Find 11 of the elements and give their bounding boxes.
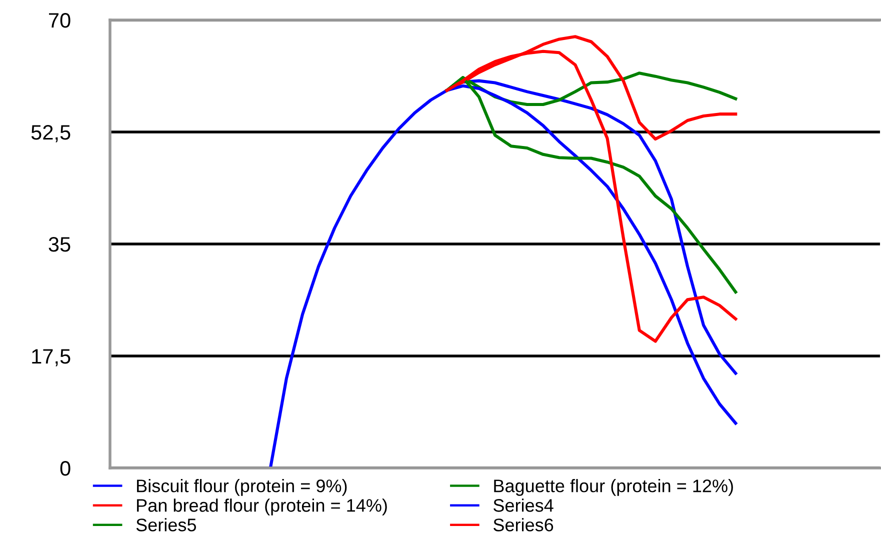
legend-label: Series4 [494,498,554,512]
y-tick-label: 35 [48,237,70,252]
legend-label: Pan bread flour (protein = 14%) [137,498,387,516]
legend-label: Series6 [494,518,554,532]
y-tick-label: 0 [60,461,70,476]
series-label: Biscuit flour (protein = 9%) [137,479,347,496]
y-tick-label: 17,5 [32,349,70,366]
y-tick-label: 70 [49,13,70,28]
y-tick-label: 52,5 [31,125,70,142]
legend-label: Baguette flour (protein = 12%) [494,479,733,496]
legend-label: Series5 [136,518,196,532]
